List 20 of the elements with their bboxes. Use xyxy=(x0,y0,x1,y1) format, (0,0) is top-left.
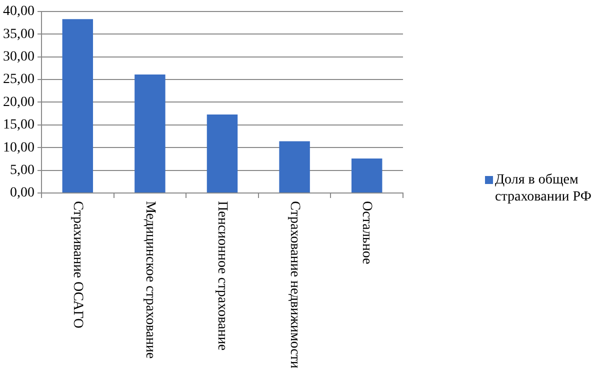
y-tick-label: 10,00 xyxy=(3,140,34,156)
y-tick-label: 5,00 xyxy=(10,162,34,178)
y-tick-label: 20,00 xyxy=(3,94,34,110)
x-tick-label: Медицинское страхование xyxy=(142,201,158,359)
x-tick-label: Остальное xyxy=(359,201,374,264)
bar xyxy=(279,141,310,192)
bar xyxy=(134,74,166,192)
y-tick-label: 30,00 xyxy=(3,49,34,64)
y-tick-label: 25,00 xyxy=(3,72,34,88)
x-tick-label: Пенсионное страхование xyxy=(214,201,230,350)
bar xyxy=(62,19,94,192)
legend-label: Доля в общем страховании РФ xyxy=(495,172,592,205)
x-tick-label: Страхование недвижимости xyxy=(286,201,302,369)
y-tick-label: 0,00 xyxy=(10,186,34,201)
bar xyxy=(206,114,238,192)
y-tick-label: 15,00 xyxy=(3,118,34,133)
y-tick-label: 35,00 xyxy=(3,26,34,42)
x-tick-label: Страхивание ОСАГО xyxy=(70,201,85,328)
y-tick-label: 40,00 xyxy=(3,4,34,20)
bar xyxy=(351,158,382,192)
